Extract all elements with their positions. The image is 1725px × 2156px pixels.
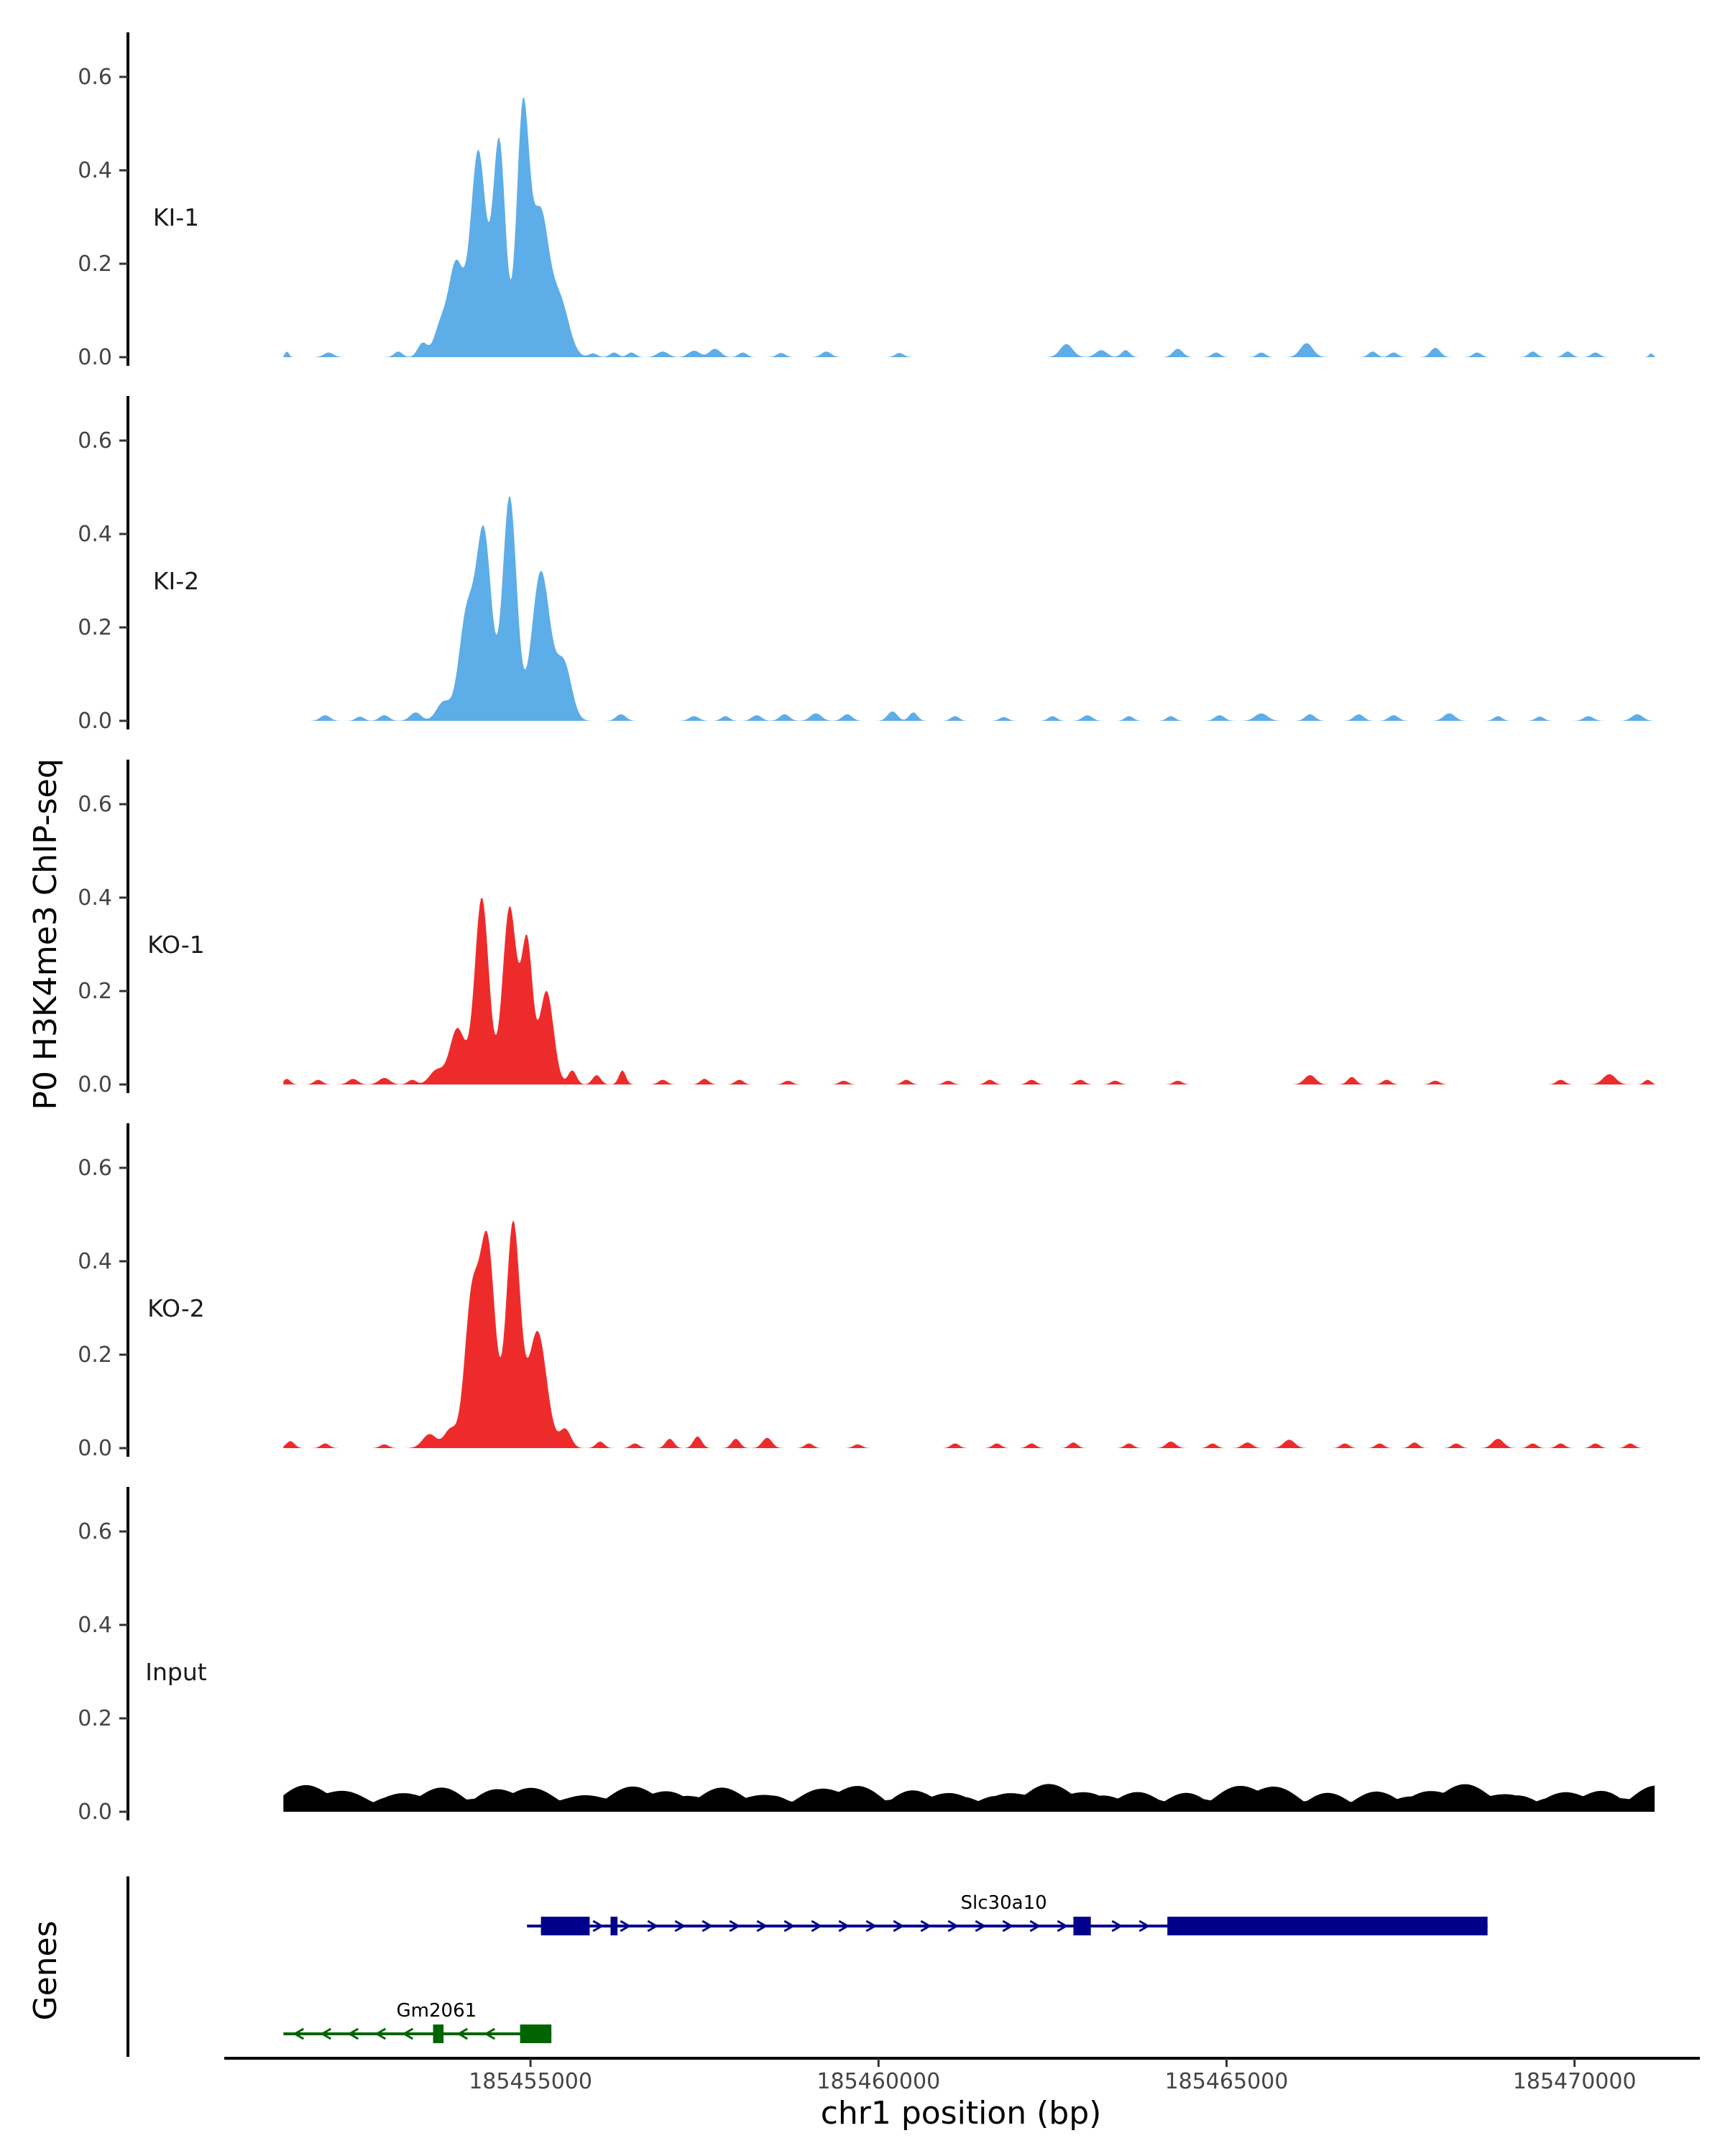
y-tick-label: 0.2 bbox=[78, 1342, 112, 1368]
genes-track-title: Genes bbox=[27, 1920, 64, 2020]
signal-area-ki-2 bbox=[283, 496, 1655, 721]
strand-arrow bbox=[838, 1920, 850, 1932]
strand-arrow bbox=[1057, 1920, 1069, 1932]
y-tick-label: 0.6 bbox=[78, 428, 112, 453]
y-tick-label: 0.4 bbox=[78, 885, 112, 911]
y-tick-label: 0.4 bbox=[78, 1613, 112, 1638]
strand-arrow bbox=[811, 1920, 823, 1932]
strand-arrow bbox=[1002, 1920, 1014, 1932]
strand-arrow bbox=[756, 1920, 768, 1932]
track-ki-2: 0.0 0.2 0.4 0.6 KI-2 bbox=[78, 396, 1655, 734]
track-label: KO-2 bbox=[147, 1294, 205, 1322]
x-tick-label: 185455000 bbox=[469, 2069, 592, 2094]
y-tick-label: 0.0 bbox=[78, 1436, 112, 1461]
y-tick-label: 0.4 bbox=[78, 1249, 112, 1274]
y-tick-label: 0.6 bbox=[78, 65, 112, 90]
track-label: KI-1 bbox=[153, 203, 199, 231]
strand-arrow bbox=[374, 2027, 387, 2040]
x-tick-label: 185470000 bbox=[1513, 2069, 1637, 2094]
strand-arrow bbox=[702, 1920, 714, 1932]
y-tick-label: 0.2 bbox=[78, 1706, 112, 1731]
track-label: Input bbox=[145, 1658, 207, 1686]
strand-arrow bbox=[402, 2027, 414, 2040]
gene-exon bbox=[433, 2024, 444, 2043]
strand-arrow bbox=[293, 2027, 305, 2040]
y-tick-label: 0.6 bbox=[78, 1519, 112, 1544]
y-axis-title: P0 H3K4me3 ChIP-seq bbox=[27, 758, 64, 1110]
strand-arrow bbox=[975, 1920, 987, 1932]
strand-arrow bbox=[647, 1920, 659, 1932]
strand-arrow bbox=[674, 1920, 686, 1932]
strand-arrow bbox=[320, 2027, 332, 2040]
strand-arrow bbox=[947, 1920, 960, 1932]
strand-arrow bbox=[729, 1920, 741, 1932]
gene-exon bbox=[1073, 1917, 1091, 1935]
strand-arrow bbox=[347, 2027, 359, 2040]
signal-area-ko-2 bbox=[283, 1220, 1655, 1448]
strand-arrow bbox=[620, 1920, 632, 1932]
track-input: 0.0 0.2 0.4 0.6 Input bbox=[78, 1487, 1655, 1825]
gene-exon bbox=[1167, 1917, 1488, 1935]
x-axis-title: chr1 position (bp) bbox=[821, 2095, 1102, 2132]
y-tick-label: 0.2 bbox=[78, 252, 112, 277]
y-tick-label: 0.6 bbox=[78, 792, 112, 817]
strand-arrow bbox=[456, 2027, 469, 2040]
strand-arrow bbox=[783, 1920, 796, 1932]
y-tick-label: 0.0 bbox=[78, 345, 112, 370]
strand-arrow bbox=[920, 1920, 932, 1932]
gene-exon bbox=[520, 2024, 552, 2043]
track-ko-1: 0.0 0.2 0.4 0.6 KO-1 bbox=[78, 760, 1655, 1097]
strand-arrow bbox=[1138, 1920, 1151, 1932]
y-tick-label: 0.0 bbox=[78, 1800, 112, 1825]
strand-arrow bbox=[893, 1920, 905, 1932]
strand-arrow bbox=[1029, 1920, 1041, 1932]
track-label: KO-1 bbox=[147, 931, 205, 959]
y-tick-label: 0.2 bbox=[78, 979, 112, 1004]
y-tick-label: 0.4 bbox=[78, 522, 112, 547]
gene-label: Slc30a10 bbox=[961, 1892, 1047, 1914]
gene-slc30a10: Slc30a10 bbox=[527, 1892, 1488, 1935]
x-tick-label: 185460000 bbox=[816, 2069, 940, 2094]
y-tick-label: 0.6 bbox=[78, 1156, 112, 1181]
y-tick-label: 0.0 bbox=[78, 709, 112, 734]
strand-arrow bbox=[484, 2027, 496, 2040]
signal-area-ki-1 bbox=[283, 98, 1655, 357]
y-tick-label: 0.0 bbox=[78, 1072, 112, 1097]
signal-area-input bbox=[283, 1784, 1655, 1812]
track-label: KI-2 bbox=[153, 567, 199, 595]
gene-exon bbox=[610, 1917, 618, 1935]
y-tick-label: 0.4 bbox=[78, 158, 112, 183]
strand-arrow bbox=[592, 1920, 604, 1932]
gene-gm2061: Gm2061 bbox=[283, 2000, 552, 2043]
gene-label: Gm2061 bbox=[397, 2000, 477, 2022]
gene-exon bbox=[540, 1917, 590, 1935]
track-ko-2: 0.0 0.2 0.4 0.6 KO-2 bbox=[78, 1123, 1655, 1461]
strand-arrow bbox=[865, 1920, 878, 1932]
y-tick-label: 0.2 bbox=[78, 615, 112, 640]
strand-arrow bbox=[1111, 1920, 1123, 1932]
signal-area-ko-1 bbox=[283, 898, 1655, 1084]
track-ki-1: 0.0 0.2 0.4 0.6 KI-1 bbox=[78, 32, 1655, 370]
x-tick-label: 185465000 bbox=[1165, 2069, 1289, 2094]
